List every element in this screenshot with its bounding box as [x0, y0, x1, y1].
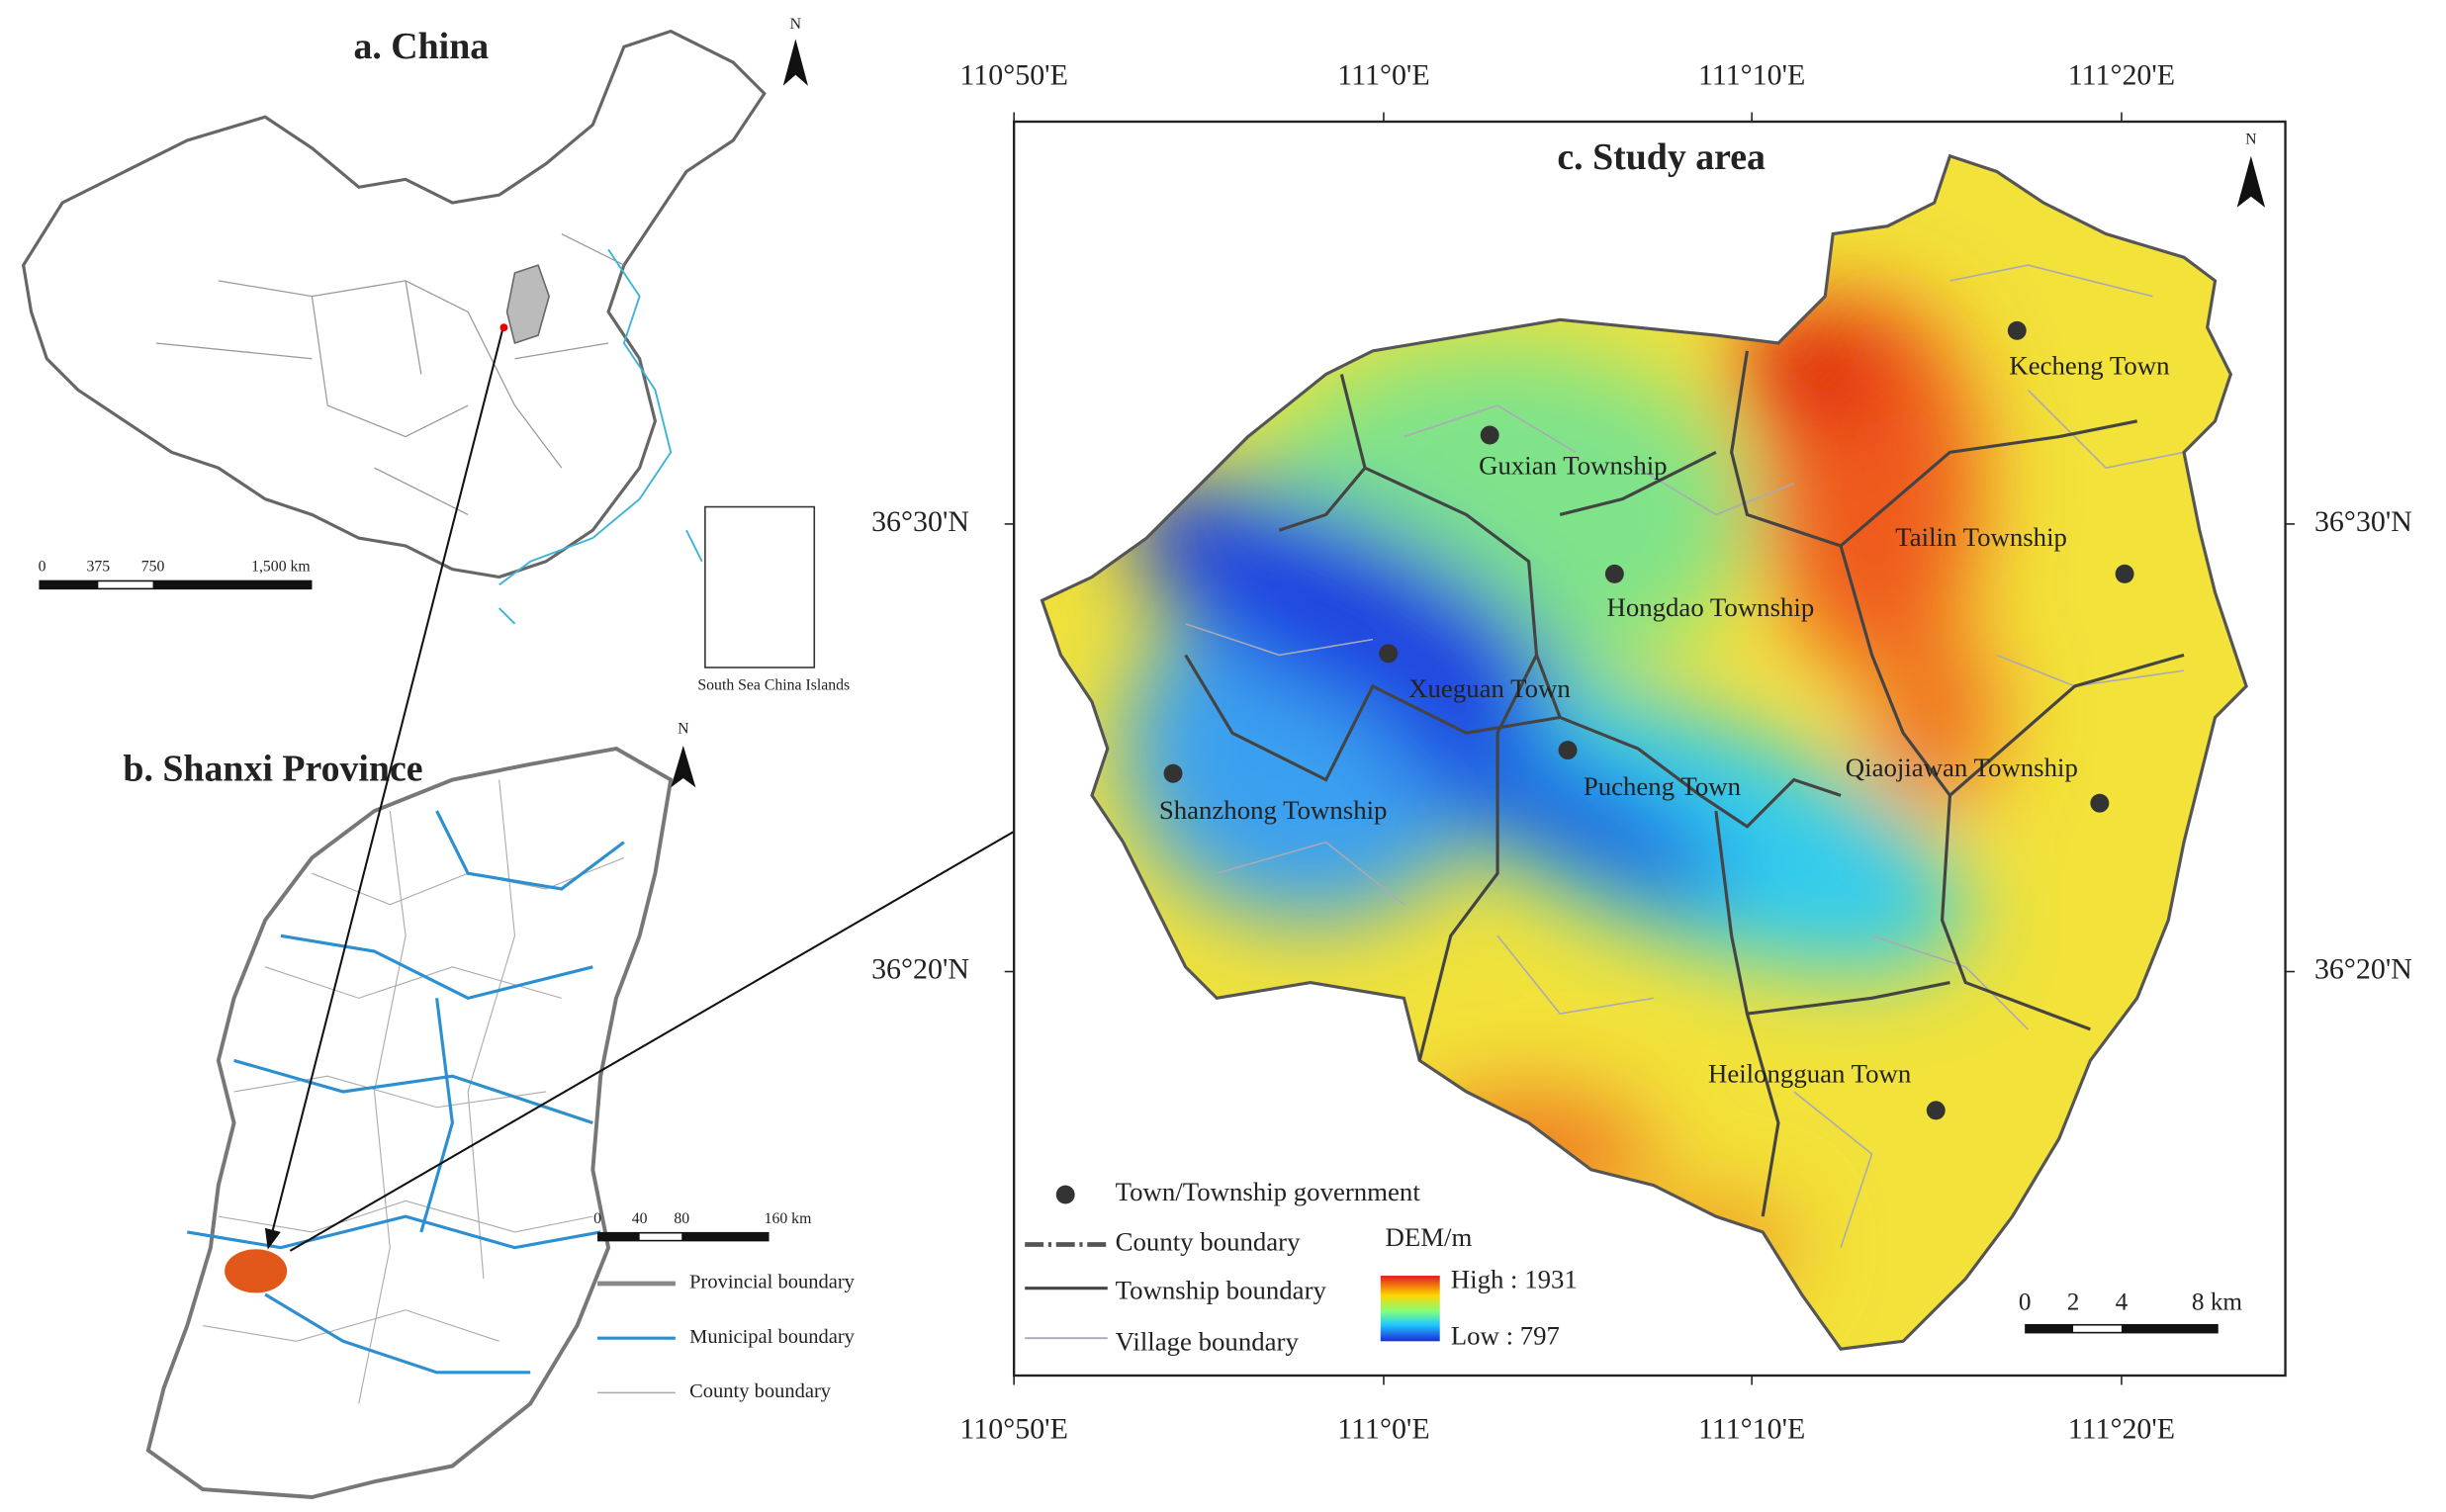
scale-label: 2: [2067, 1289, 2080, 1315]
shanxi-outline: [145, 746, 674, 1500]
link-arrow: [264, 330, 503, 1250]
township-boundaries: [1184, 350, 2185, 1217]
scale-bar-gap: [2073, 1325, 2122, 1332]
legend-town-symbol: [1055, 1185, 1075, 1204]
north-arrow: [671, 745, 696, 788]
town-label: Guxian Township: [1479, 450, 1667, 480]
town-label: Tailin Township: [1895, 522, 2067, 552]
panel-title: b. Shanxi Province: [123, 748, 422, 789]
town-marker: [2007, 320, 2027, 340]
study-location: [499, 323, 508, 332]
longitude-label: 111°0'E: [1337, 1413, 1429, 1446]
dem-color-ramp: [1380, 1276, 1440, 1342]
north-label: N: [790, 16, 802, 33]
scale-bar: [597, 1231, 770, 1242]
longitude-label: 111°10'E: [1698, 59, 1805, 92]
legend-label: Township boundary: [1116, 1276, 1327, 1305]
town-label: Shanzhong Township: [1159, 795, 1388, 825]
scale-label: 8 km: [2192, 1289, 2243, 1315]
scale-label: 0: [593, 1210, 601, 1227]
panel-a: a. China South Sea China Islands N: [22, 16, 850, 694]
town-marker: [1926, 1101, 1946, 1120]
dem-zone: [1126, 482, 1557, 735]
latitude-label: 36°30'N: [871, 505, 969, 538]
panel-title: a. China: [353, 26, 489, 67]
longitude-label: 111°0'E: [1337, 59, 1429, 92]
panel-b: b. Shanxi Province N: [123, 721, 770, 1500]
town-label: Pucheng Town: [1584, 771, 1741, 801]
legend-label: County boundary: [1116, 1227, 1301, 1257]
town-marker: [1379, 644, 1399, 664]
town-marker: [2090, 793, 2110, 813]
north-arrow: [782, 39, 808, 86]
scale-bar: [39, 579, 313, 590]
scale-label: 0: [2019, 1289, 2032, 1315]
latitude-label: 36°20'N: [871, 952, 969, 985]
province-lines: [155, 233, 625, 516]
north-label: N: [678, 721, 689, 738]
town-label: Kecheng Town: [2009, 350, 2169, 380]
town-label: Heilongguan Town: [1708, 1058, 1911, 1088]
scale-bar-gap: [98, 581, 153, 588]
scale-label: 40: [632, 1210, 648, 1227]
dem-zone: [1389, 721, 1731, 901]
legend-label: Provincial boundary: [689, 1272, 856, 1293]
latitude-label: 36°30'N: [2314, 505, 2412, 538]
longitude-label: 110°50'E: [959, 1413, 1067, 1446]
legend-label: Low : 797: [1451, 1320, 1560, 1350]
legend-label: Municipal boundary: [689, 1326, 856, 1348]
scale-label: 375: [87, 559, 111, 576]
dem-zone: [1871, 623, 1997, 812]
town-marker: [1558, 741, 1578, 760]
longitude-label: 111°20'E: [2068, 59, 2175, 92]
coastline: [498, 248, 703, 625]
north-label: N: [2245, 132, 2257, 148]
town-marker: [2115, 564, 2134, 583]
longitude-label: 110°50'E: [959, 59, 1067, 92]
legend-label: Town/Township government: [1116, 1177, 1421, 1206]
link-arrow: [289, 794, 1079, 1252]
study-area-highlight: [225, 1249, 288, 1293]
town-marker: [1604, 564, 1624, 583]
inset-box: [704, 505, 816, 668]
legend-label: Village boundary: [1116, 1327, 1300, 1357]
inset-label: South Sea China Islands: [697, 677, 850, 694]
china-outline: [22, 29, 767, 579]
longitude-label: 111°10'E: [1698, 1413, 1805, 1446]
legend-label: County boundary: [689, 1380, 832, 1402]
longitude-label: 111°20'E: [2068, 1413, 2175, 1446]
town-marker: [1480, 425, 1499, 445]
scale-label: 1,500 km: [251, 559, 311, 576]
legend-label: High : 1931: [1451, 1265, 1578, 1294]
panel-title: c. Study area: [1557, 136, 1766, 178]
scale-label: 160 km: [765, 1210, 812, 1227]
shanxi-highlight: [505, 264, 550, 344]
north-arrow: [2236, 155, 2266, 208]
legend-label: DEM/m: [1386, 1222, 1473, 1252]
municipal-lines: [187, 810, 625, 1375]
scale-label: 0: [39, 559, 46, 576]
town-label: Qiaojiawan Township: [1846, 753, 2078, 782]
scale-label: 750: [141, 559, 165, 576]
dem-relief: [1123, 296, 1997, 1294]
scale-label: 4: [2116, 1289, 2129, 1315]
town-marker: [1163, 763, 1183, 783]
panel-c: c. Study area N: [1012, 120, 2287, 1378]
town-label: Hongdao Township: [1606, 592, 1814, 622]
scale-label: 80: [674, 1210, 689, 1227]
latitude-label: 36°20'N: [2314, 952, 2412, 985]
town-label: Xueguan Town: [1408, 673, 1571, 703]
scale-bar-gap: [639, 1233, 682, 1240]
